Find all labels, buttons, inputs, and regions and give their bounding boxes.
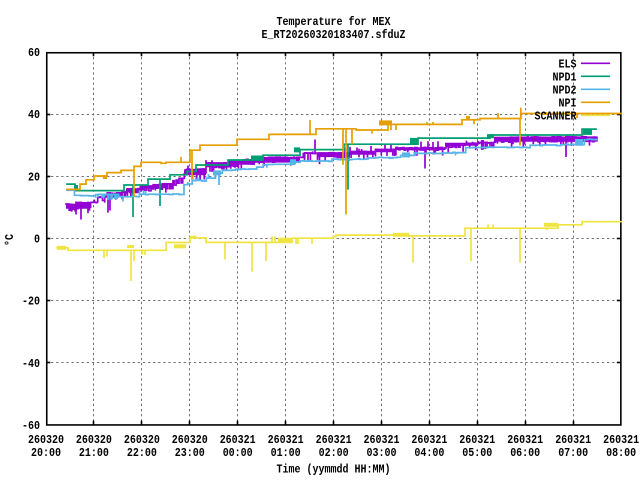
svg-text:04:00: 04:00 [414,447,444,460]
svg-text:-20: -20 [22,296,40,309]
svg-text:Temperature for MEX: Temperature for MEX [277,16,391,29]
svg-text:ELS: ELS [559,58,577,71]
svg-text:40: 40 [28,109,40,122]
svg-text:260321: 260321 [268,434,304,447]
svg-text:20:00: 20:00 [31,447,61,460]
svg-text:-60: -60 [22,420,40,433]
svg-text:23:00: 23:00 [175,447,205,460]
svg-text:260321: 260321 [507,434,543,447]
svg-text:260320: 260320 [76,434,112,447]
svg-text:NPI: NPI [559,97,577,110]
svg-text:20: 20 [28,171,40,184]
svg-text:-40: -40 [22,358,40,371]
svg-text:260321: 260321 [555,434,591,447]
svg-text:21:00: 21:00 [79,447,109,460]
svg-text:02:00: 02:00 [319,447,349,460]
svg-text:0: 0 [34,234,40,247]
svg-text:260321: 260321 [603,434,639,447]
svg-text:°C: °C [4,234,17,246]
svg-text:03:00: 03:00 [367,447,397,460]
svg-text:E_RT20260320183407.sfduZ: E_RT20260320183407.sfduZ [262,29,406,42]
svg-text:260320: 260320 [28,434,64,447]
svg-text:260321: 260321 [220,434,256,447]
svg-text:Time (yymmdd HH:MM): Time (yymmdd HH:MM) [277,464,391,477]
svg-text:07:00: 07:00 [558,447,588,460]
svg-text:260320: 260320 [124,434,160,447]
svg-text:22:00: 22:00 [127,447,157,460]
svg-text:60: 60 [28,47,40,60]
svg-text:NPD1: NPD1 [553,71,577,84]
svg-text:05:00: 05:00 [462,447,492,460]
svg-text:260321: 260321 [411,434,447,447]
svg-text:01:00: 01:00 [271,447,301,460]
svg-text:SCANNER: SCANNER [535,110,577,123]
svg-text:06:00: 06:00 [510,447,540,460]
svg-text:NPD2: NPD2 [553,84,577,97]
svg-text:260321: 260321 [316,434,352,447]
svg-text:260320: 260320 [172,434,208,447]
svg-text:08:00: 08:00 [606,447,636,460]
svg-text:00:00: 00:00 [223,447,253,460]
svg-text:260321: 260321 [459,434,495,447]
svg-text:260321: 260321 [364,434,400,447]
